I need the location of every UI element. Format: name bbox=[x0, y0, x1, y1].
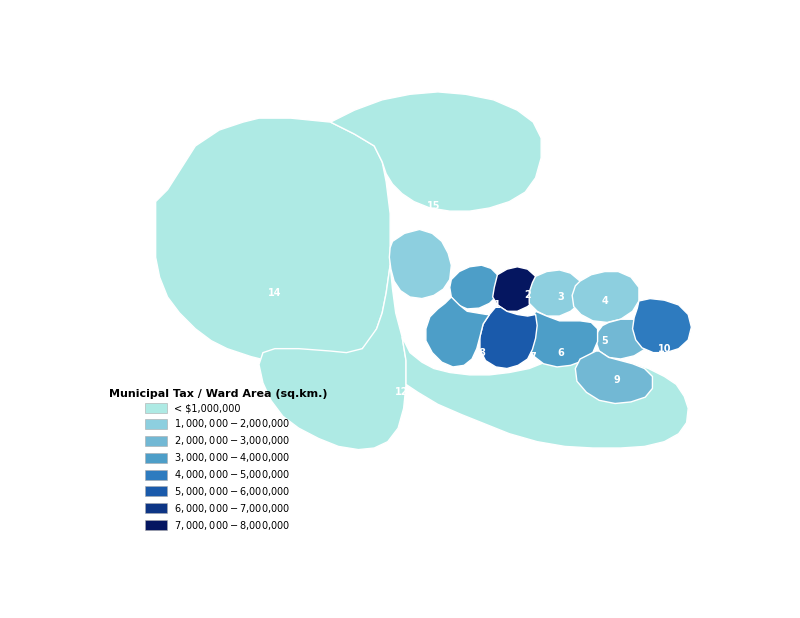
Text: 4: 4 bbox=[602, 296, 608, 306]
Text: 6: 6 bbox=[558, 348, 565, 358]
Polygon shape bbox=[575, 351, 653, 404]
Polygon shape bbox=[390, 229, 451, 298]
Polygon shape bbox=[259, 265, 406, 450]
Polygon shape bbox=[528, 311, 598, 367]
Text: 12: 12 bbox=[395, 387, 409, 397]
Text: 11: 11 bbox=[530, 459, 544, 469]
Polygon shape bbox=[156, 118, 390, 368]
Polygon shape bbox=[633, 298, 691, 353]
Polygon shape bbox=[480, 305, 537, 368]
Text: 10: 10 bbox=[658, 344, 671, 353]
Polygon shape bbox=[572, 271, 639, 323]
Polygon shape bbox=[596, 320, 649, 359]
Text: 13: 13 bbox=[403, 308, 417, 318]
Text: 8: 8 bbox=[478, 348, 485, 358]
Polygon shape bbox=[426, 297, 490, 367]
Text: 1: 1 bbox=[494, 300, 501, 310]
Text: 15: 15 bbox=[427, 201, 441, 211]
Text: 7: 7 bbox=[530, 352, 537, 362]
Polygon shape bbox=[450, 265, 501, 309]
Text: 3: 3 bbox=[558, 292, 565, 302]
Text: 9: 9 bbox=[614, 376, 620, 386]
Text: 2: 2 bbox=[524, 290, 531, 300]
Text: 14: 14 bbox=[268, 288, 282, 298]
Legend: < $1,000,000, $1,000,000 - $2,000,000, $2,000,000 - $3,000,000, $3,000,000 - $4,: < $1,000,000, $1,000,000 - $2,000,000, $… bbox=[105, 385, 331, 535]
Polygon shape bbox=[493, 267, 538, 311]
Polygon shape bbox=[402, 337, 688, 448]
Text: 5: 5 bbox=[602, 336, 608, 345]
Polygon shape bbox=[530, 270, 583, 316]
Polygon shape bbox=[330, 92, 541, 211]
